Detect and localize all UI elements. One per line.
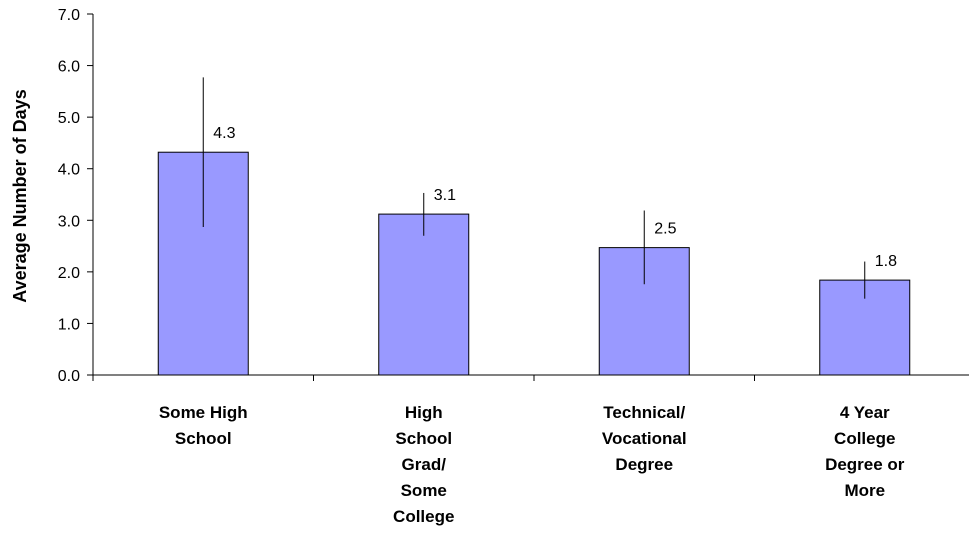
category-label-line: Degree [615,455,673,474]
x-axis [92,374,969,381]
category-label-line: More [844,481,885,500]
y-tick-label: 1.0 [58,316,80,333]
error-bars [202,77,866,299]
y-tick-label: 7.0 [58,7,80,24]
category-label: Some High School [159,403,248,448]
category-label: High School Grad/Some College [393,403,454,526]
category-label-line: College [393,507,454,526]
category-label-line: Technical/ [603,403,685,422]
data-label: 2.5 [654,221,676,238]
y-axis: 0.0 1.0 2.0 3.0 4.0 5.0 6.0 7.0 [58,7,94,385]
category-label-line: Grad/ [402,455,447,474]
y-tick-label: 4.0 [58,162,80,179]
category-label-line: Some [401,481,447,500]
data-label: 3.1 [434,187,456,204]
category-label-line: School [175,429,232,448]
category-label-line: 4 Year [840,403,890,422]
bars [157,151,911,376]
category-label-line: College [834,429,895,448]
category-labels: Some High School High School Grad/Some Colleg… [159,403,905,526]
category-label: 4 Year College Degree or More [825,403,905,500]
y-tick-label: 2.0 [58,265,80,282]
y-tick-label: 6.0 [58,59,80,76]
data-label: 4.3 [213,125,235,142]
category-label-line: Some High [159,403,248,422]
category-label-line: Vocational [602,429,687,448]
category-label: Technical/Vocational Degree [602,403,687,474]
bar [378,213,470,376]
y-tick-label: 5.0 [58,110,80,127]
y-tick-label: 3.0 [58,213,80,230]
category-label-line: High [405,403,443,422]
y-axis-title: Average Number of Days [10,89,30,302]
data-label: 1.8 [875,253,897,270]
y-tick-label: 0.0 [58,368,80,385]
data-labels: 4.3 3.1 2.5 1.8 [213,125,897,270]
category-label-line: Degree or [825,455,905,474]
category-label-line: School [395,429,452,448]
